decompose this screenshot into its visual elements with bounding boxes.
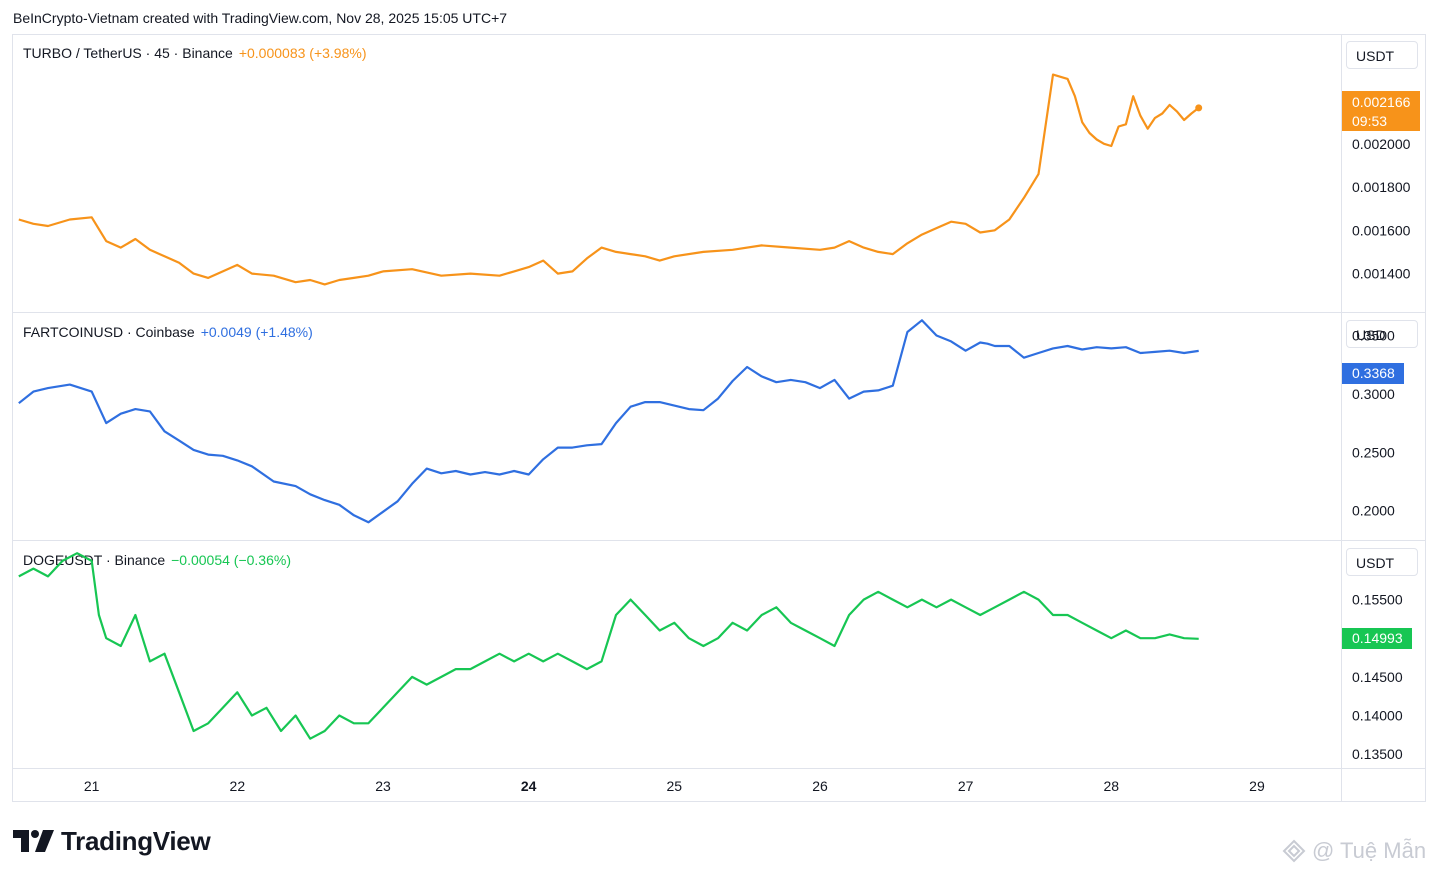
y-tick-label-top: 0.001400 [1352, 266, 1411, 282]
y-tick-label-bottom: 0.14000 [1352, 708, 1403, 724]
price-scale-separator [1341, 34, 1342, 802]
tradingview-logo-icon [13, 830, 54, 852]
countdown-turbo: 09:53 [1352, 113, 1388, 129]
legend-fartcoin[interactable]: FARTCOINUSD · Coinbase +0.0049 (+1.48%) [23, 324, 313, 340]
last-price-tag-doge: 0.14993 [1342, 628, 1412, 649]
legend-fartcoin-change: +0.0049 (+1.48%) [200, 324, 313, 340]
y-tick-label-middle: 0.3500 [1352, 328, 1395, 344]
pane-separator-2[interactable] [12, 540, 1426, 541]
pane-separator-1[interactable] [12, 312, 1426, 313]
unit-selector-fartcoin[interactable]: USD [1346, 320, 1418, 348]
x-tick-label: 22 [230, 778, 246, 794]
last-price-tag-turbo: 0.002166 09:53 [1342, 91, 1420, 131]
x-tick-label: 23 [375, 778, 391, 794]
x-tick-label: 24 [521, 778, 537, 794]
x-tick-label: 28 [1104, 778, 1120, 794]
y-tick-label-top: 0.001600 [1352, 222, 1411, 238]
x-tick-label: 21 [84, 778, 100, 794]
chart-header: BeInCrypto-Vietnam created with TradingV… [13, 10, 508, 26]
chart-frame [12, 34, 1426, 802]
x-tick-label: 29 [1249, 778, 1265, 794]
binance-diamond-icon [1282, 839, 1306, 863]
last-price-turbo: 0.002166 [1352, 94, 1411, 110]
y-tick-label-middle: 0.2500 [1352, 444, 1395, 460]
legend-doge-change: −0.00054 (−0.36%) [171, 552, 291, 568]
time-axis-separator [12, 768, 1426, 769]
legend-turbo-symbol: TURBO / TetherUS · 45 · Binance [23, 45, 233, 61]
x-tick-label: 27 [958, 778, 974, 794]
x-tick-label: 26 [812, 778, 828, 794]
x-tick-label: 25 [667, 778, 683, 794]
last-point-top [1195, 104, 1203, 112]
series-line-bottom [18, 552, 1199, 740]
watermark-text: @ Tuệ Mẫn [1312, 838, 1427, 863]
series-line-middle [18, 319, 1199, 524]
y-tick-label-bottom: 0.14500 [1352, 669, 1403, 685]
y-tick-label-middle: 0.3000 [1352, 386, 1395, 402]
last-price-tag-fartcoin: 0.3368 [1342, 363, 1404, 384]
unit-selector-turbo[interactable]: USDT [1346, 41, 1418, 69]
legend-turbo-change: +0.000083 (+3.98%) [238, 45, 367, 61]
y-tick-label-bottom: 0.15500 [1352, 592, 1403, 608]
unit-selector-doge[interactable]: USDT [1346, 548, 1418, 576]
y-tick-label-top: 0.002000 [1352, 136, 1411, 152]
legend-turbo[interactable]: TURBO / TetherUS · 45 · Binance +0.000083… [23, 45, 366, 61]
series-line-top [18, 73, 1200, 286]
tradingview-logo[interactable]: TradingView [13, 825, 211, 857]
tradingview-logo-text: TradingView [61, 825, 211, 856]
legend-fartcoin-symbol: FARTCOINUSD · Coinbase [23, 324, 195, 340]
watermark: @ Tuệ Mẫn [1282, 838, 1426, 864]
y-tick-label-middle: 0.2000 [1352, 503, 1395, 519]
y-tick-label-top: 0.001800 [1352, 179, 1411, 195]
y-tick-label-bottom: 0.13500 [1352, 746, 1403, 762]
